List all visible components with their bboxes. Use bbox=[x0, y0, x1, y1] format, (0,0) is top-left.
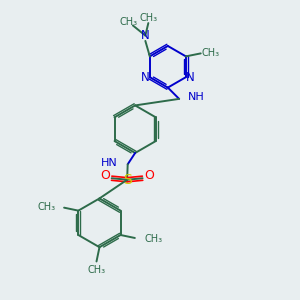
Text: CH₃: CH₃ bbox=[144, 234, 163, 244]
Text: NH: NH bbox=[188, 92, 204, 102]
Text: N: N bbox=[186, 71, 195, 84]
Text: S: S bbox=[123, 173, 131, 187]
Text: CH₃: CH₃ bbox=[87, 265, 106, 275]
Text: CH₃: CH₃ bbox=[120, 17, 138, 28]
Text: CH₃: CH₃ bbox=[37, 202, 55, 212]
Text: CH₃: CH₃ bbox=[201, 48, 219, 58]
Text: HN: HN bbox=[101, 158, 118, 168]
Text: N: N bbox=[141, 71, 150, 84]
Text: N: N bbox=[141, 29, 150, 42]
Text: O: O bbox=[144, 169, 154, 182]
Text: CH₃: CH₃ bbox=[140, 13, 158, 23]
Text: O: O bbox=[100, 169, 110, 182]
